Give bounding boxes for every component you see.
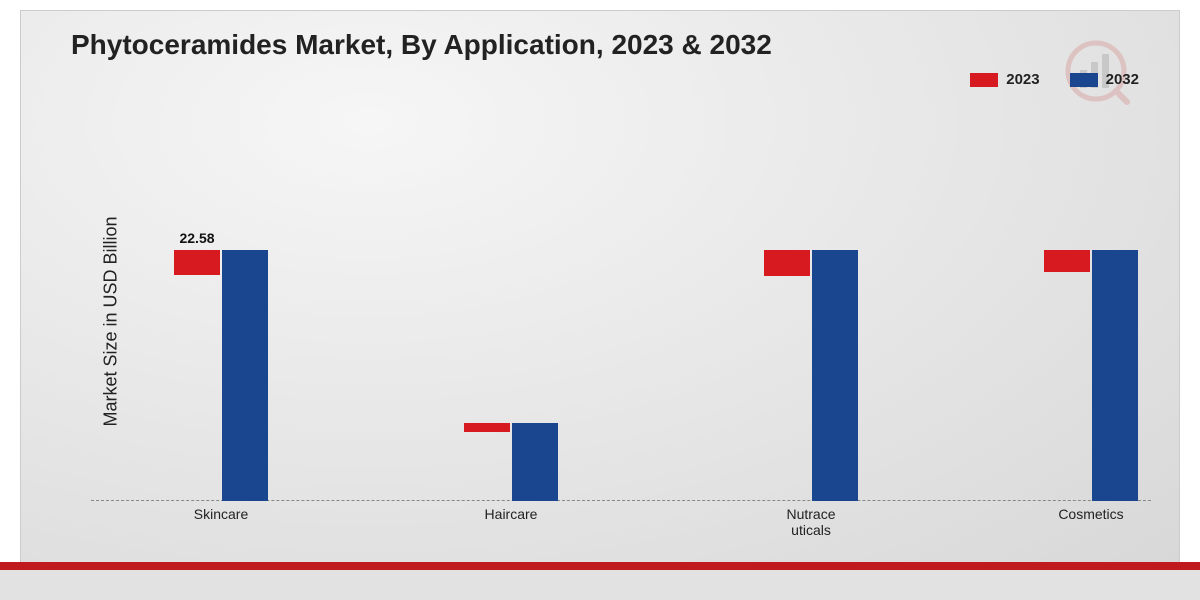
x-axis-label: Nutrace uticals <box>751 506 871 538</box>
bar-group <box>411 423 611 501</box>
chart-container: Phytoceramides Market, By Application, 2… <box>20 10 1180 565</box>
bar <box>812 250 858 501</box>
bar <box>1092 250 1138 501</box>
legend-label: 2032 <box>1106 71 1139 88</box>
x-axis-label: Haircare <box>451 506 571 522</box>
bar <box>764 250 810 277</box>
bar-group: 22.58 <box>121 250 321 501</box>
legend-label: 2023 <box>1006 71 1039 88</box>
bar-group <box>711 250 911 501</box>
legend-swatch-2023 <box>970 73 998 87</box>
legend: 2023 2032 <box>970 71 1139 88</box>
chart-title: Phytoceramides Market, By Application, 2… <box>71 29 772 61</box>
bar <box>1044 250 1090 272</box>
bar <box>222 250 268 501</box>
legend-swatch-2032 <box>1070 73 1098 87</box>
footer-grey-bar <box>0 570 1200 600</box>
watermark-handle-icon <box>1116 91 1127 102</box>
bar: 22.58 <box>174 250 220 275</box>
plot-area: 22.58 <box>91 121 1151 501</box>
bar <box>512 423 558 501</box>
bar-value-label: 22.58 <box>179 230 214 246</box>
legend-item-2032: 2032 <box>1070 71 1139 88</box>
x-axis-labels: Skincare Haircare Nutrace uticals Cosmetics <box>91 506 1151 546</box>
bar <box>464 423 510 432</box>
x-axis-label: Skincare <box>161 506 281 522</box>
legend-item-2023: 2023 <box>970 71 1039 88</box>
bar-group <box>991 250 1191 501</box>
x-axis-label: Cosmetics <box>1031 506 1151 522</box>
footer-red-stripe <box>0 562 1200 570</box>
